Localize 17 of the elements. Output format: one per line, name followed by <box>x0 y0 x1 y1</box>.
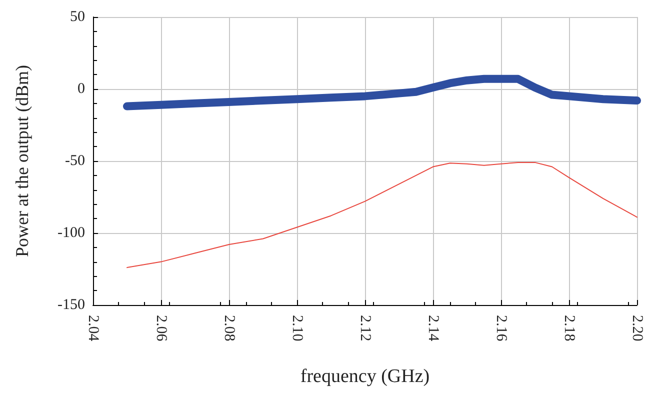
line-series <box>126 162 638 268</box>
y-tick-label: -50 <box>65 153 85 169</box>
x-tick-label: 2.16 <box>493 315 509 342</box>
y-axis-title: Power at the output (dBm) <box>12 65 32 257</box>
x-tick-label: 2.20 <box>629 315 645 342</box>
y-tick-label: -100 <box>58 225 85 241</box>
x-tick-label: 2.08 <box>221 315 237 342</box>
x-tick-label: 2.18 <box>561 315 577 342</box>
x-tick-label: 2.12 <box>357 315 373 342</box>
y-tick-label: 0 <box>78 81 85 97</box>
x-tick-label: 2.10 <box>289 315 305 342</box>
x-tick-label: 2.06 <box>153 315 169 342</box>
y-tick-label: -150 <box>58 297 85 313</box>
x-axis-title: frequency (GHz) <box>300 366 430 387</box>
y-tick-label: 50 <box>70 9 85 25</box>
x-tick-label: 2.04 <box>85 315 101 342</box>
x-tick-label: 2.14 <box>425 315 441 342</box>
